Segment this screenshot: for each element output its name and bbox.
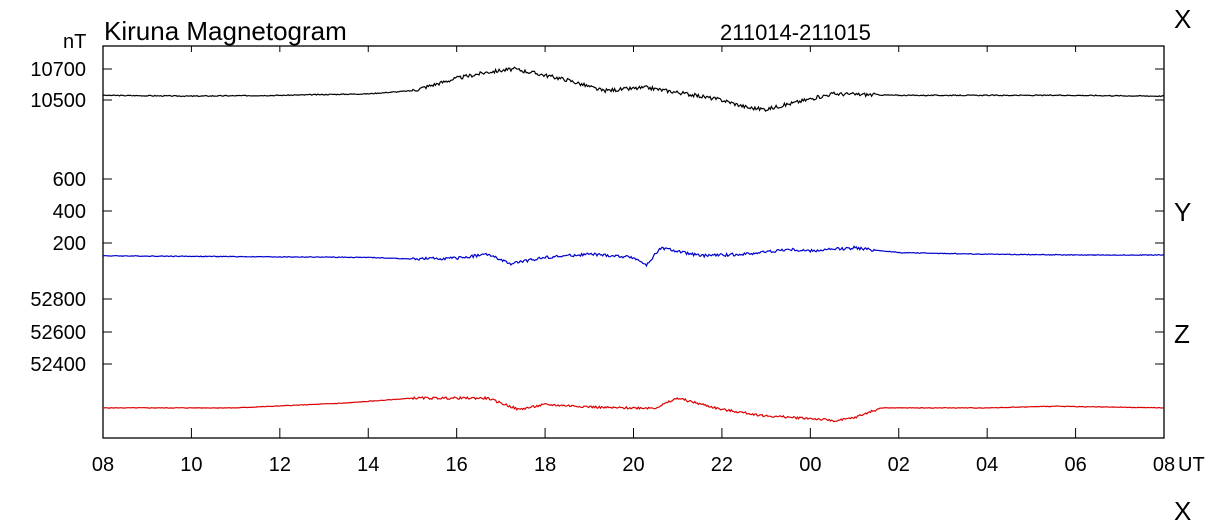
y-tick-z-52800: 52800 bbox=[30, 289, 86, 311]
y-tick-z-52400: 52400 bbox=[30, 354, 86, 376]
y-tick-marks bbox=[103, 68, 1164, 365]
x-tick-label-10: 04 bbox=[976, 454, 998, 476]
x-tick-label-9: 02 bbox=[888, 454, 910, 476]
label-x-top: X bbox=[1174, 4, 1191, 34]
series-line-x bbox=[102, 66, 1165, 112]
x-tick-label-0: 08 bbox=[92, 454, 114, 476]
y-tick-y-400: 400 bbox=[53, 201, 86, 223]
y-tick-x-10700: 10700 bbox=[30, 59, 86, 81]
x-tick-label-12: 08 bbox=[1153, 454, 1175, 476]
x-tick-label-3: 14 bbox=[357, 454, 379, 476]
x-tick-label-8: 00 bbox=[799, 454, 821, 476]
x-tick-marks bbox=[102, 46, 1165, 438]
y-tick-x-10500: 10500 bbox=[30, 90, 86, 112]
x-tick-labels: 08 10 12 14 16 18 20 22 00 02 04 06 08 UT bbox=[92, 454, 1205, 476]
y-tick-z-52600: 52600 bbox=[30, 322, 86, 344]
y-tick-y-200: 200 bbox=[53, 233, 86, 255]
x-tick-label-11: 06 bbox=[1064, 454, 1086, 476]
unit-label: nT bbox=[63, 31, 86, 53]
x-tick-label-1: 10 bbox=[180, 454, 202, 476]
label-y: Y bbox=[1174, 197, 1191, 227]
series-line-y bbox=[102, 245, 1165, 268]
label-x-bottom: X bbox=[1174, 496, 1191, 526]
x-tick-label-6: 20 bbox=[622, 454, 644, 476]
x-tick-label-2: 12 bbox=[269, 454, 291, 476]
date-range: 211014-211015 bbox=[720, 20, 871, 45]
x-tick-label-5: 18 bbox=[534, 454, 556, 476]
x-unit-label: UT bbox=[1178, 454, 1205, 476]
series-layer bbox=[102, 66, 1165, 423]
plot-frame bbox=[102, 45, 1165, 439]
chart-title: Kiruna Magnetogram bbox=[104, 16, 347, 46]
x-tick-label-7: 22 bbox=[711, 454, 733, 476]
y-tick-labels: 10700 10500 600 400 200 52800 52600 5240… bbox=[30, 59, 86, 376]
label-z: Z bbox=[1174, 319, 1190, 349]
y-tick-y-600: 600 bbox=[53, 169, 86, 191]
series-line-z bbox=[102, 395, 1165, 423]
x-tick-label-4: 16 bbox=[446, 454, 468, 476]
